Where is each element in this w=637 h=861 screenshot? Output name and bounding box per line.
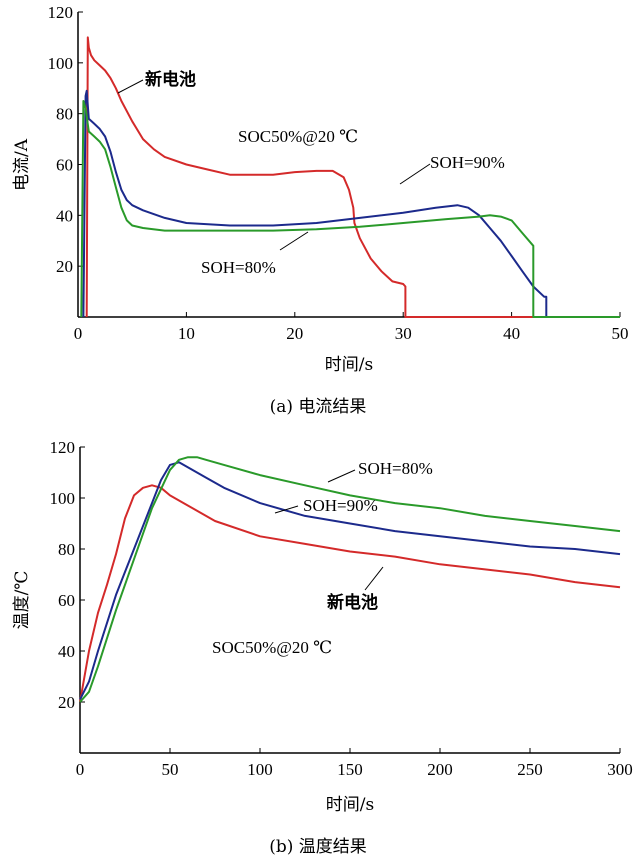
current-y-tick-label-20: 20: [56, 257, 73, 276]
temperature-series-soh90: [79, 461, 621, 700]
temperature-x-tick-label-50: 50: [162, 760, 179, 779]
temperature-y-tick-label-20: 20: [58, 693, 75, 712]
temperature-chart: 0 50 100 150 200 250 300 20 40 60 80 100 120 SOC50%@…: [12, 438, 633, 857]
temperature-x-tick-label-300: 300: [607, 760, 633, 779]
current-series-new-battery: [85, 36, 620, 318]
current-x-tick-label-0: 0: [74, 324, 83, 343]
current-plot-frame: [77, 12, 620, 318]
temperature-x-tick-label-250: 250: [517, 760, 543, 779]
temperature-y-tick-label-60: 60: [58, 591, 75, 610]
current-leader-new-battery: [117, 79, 144, 94]
temperature-series-new-battery: [79, 484, 621, 703]
current-x-tick-label-40: 40: [503, 324, 520, 343]
temperature-leader-new-battery: [364, 566, 384, 591]
current-leader-soh90: [399, 163, 431, 185]
current-condition-label: SOC50%@20 ℃: [238, 127, 358, 146]
current-series-soh90: [82, 89, 620, 318]
temperature-y-tick-label-120: 120: [50, 438, 76, 457]
current-x-axis-label: 时间/s: [325, 355, 373, 375]
temperature-legend-label-soh80: SOH=80%: [358, 459, 433, 478]
current-y-tick-label-60: 60: [56, 156, 73, 175]
current-x-tick-label-30: 30: [395, 324, 412, 343]
current-legend-label-soh80: SOH=80%: [201, 258, 276, 277]
temperature-axis-ticks: 0 50 100 150 200 250 300 20 40 60 80 100 120: [50, 438, 633, 779]
temperature-caption: (b) 温度结果: [269, 837, 367, 857]
temperature-series: [79, 456, 621, 703]
current-x-tick-label-10: 10: [178, 324, 195, 343]
temperature-y-tick-label-100: 100: [50, 489, 76, 508]
temperature-x-tick-label-0: 0: [76, 760, 85, 779]
temperature-y-axis-label: 温度/℃: [12, 571, 32, 630]
temperature-y-tick-label-40: 40: [58, 642, 75, 661]
current-y-axis-label: 电流/A: [12, 138, 32, 191]
temperature-y-tick-label-80: 80: [58, 540, 75, 559]
current-y-tick-label-120: 120: [48, 3, 74, 22]
temperature-leader-soh80: [327, 469, 356, 483]
current-axis-ticks: 0 10 20 30 40 50 20 40 60 80 100 120: [48, 3, 629, 343]
current-x-tick-label-50: 50: [612, 324, 629, 343]
temperature-legend-label-soh90: SOH=90%: [303, 496, 378, 515]
current-caption: (a) 电流结果: [270, 397, 367, 417]
current-legend-label-new-battery: 新电池: [145, 69, 196, 90]
current-series-soh80: [80, 100, 620, 318]
temperature-x-axis-label: 时间/s: [326, 795, 374, 815]
current-y-tick-label-40: 40: [56, 206, 73, 225]
temperature-condition-label: SOC50%@20 ℃: [212, 638, 332, 657]
temperature-x-tick-label-100: 100: [247, 760, 273, 779]
current-legend-label-soh90: SOH=90%: [430, 153, 505, 172]
temperature-legend-label-new-battery: 新电池: [327, 592, 378, 613]
current-chart: 0 10 20 30 40 50 20 40 60 80 100 120 SOC50%@20 ℃ 新电…: [12, 3, 629, 417]
temperature-x-tick-label-150: 150: [337, 760, 363, 779]
current-leader-soh80: [279, 231, 309, 251]
temperature-leader-soh90: [274, 505, 299, 514]
current-x-tick-label-20: 20: [286, 324, 303, 343]
temperature-x-tick-label-200: 200: [427, 760, 453, 779]
current-y-tick-label-80: 80: [56, 105, 73, 124]
temperature-series-soh80: [79, 456, 621, 703]
current-y-tick-label-100: 100: [48, 54, 74, 73]
current-series: [80, 36, 620, 318]
